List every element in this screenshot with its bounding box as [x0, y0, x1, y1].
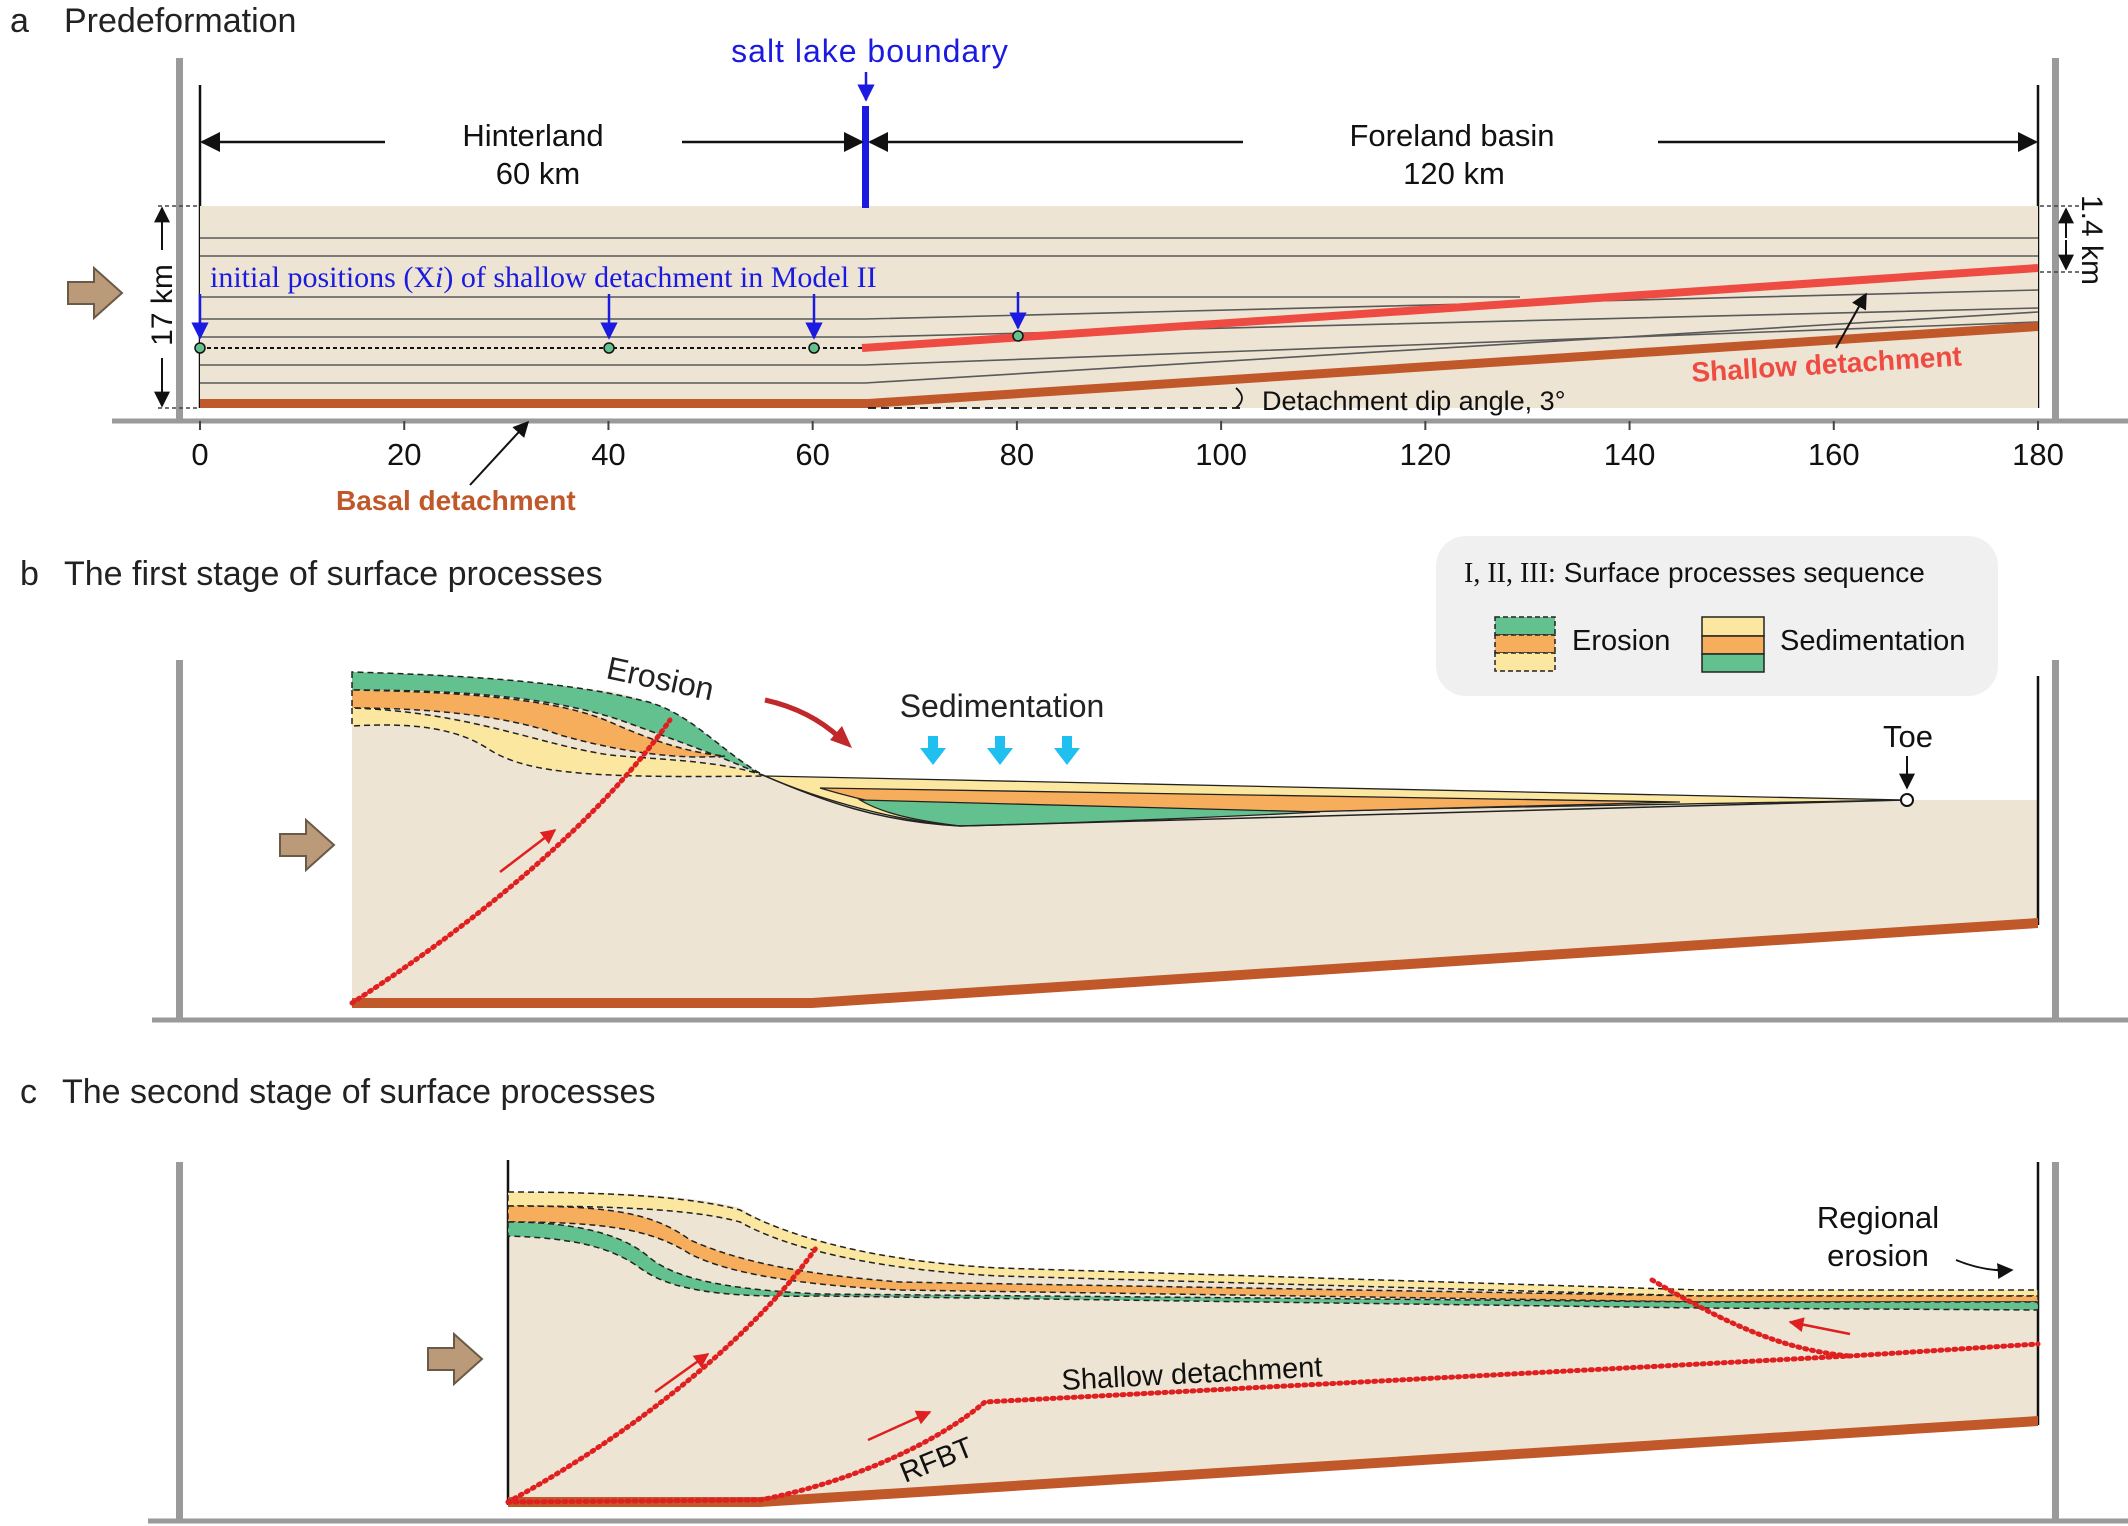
dip-angle-label: Detachment dip angle, 3°	[1262, 386, 1566, 416]
legend: I, II, III: Surface processes sequence Er…	[1436, 536, 1998, 696]
down-arrow-icon	[1054, 736, 1080, 765]
salt-lake-label: salt lake boundary	[731, 33, 1009, 69]
down-arrow-icon	[987, 736, 1013, 765]
regional-erosion-arrow	[1955, 1259, 2014, 1280]
shallow-detachment	[861, 264, 2039, 352]
back-thrust-trace	[1649, 1277, 1853, 1359]
legend-sedimentation-label: Sedimentation	[1780, 625, 1965, 657]
sedimentation-arrows	[920, 736, 1080, 765]
basal-detachment-pointer	[469, 420, 530, 486]
wedge-body	[508, 1192, 2038, 1502]
salt-lake-boundary	[862, 106, 869, 208]
fault-motion-arrow	[499, 829, 557, 873]
panel-a-title: Predeformation	[64, 2, 296, 40]
hinterland-label: Hinterland	[462, 118, 603, 153]
right-wall	[2052, 660, 2059, 1022]
right-wall	[2052, 58, 2059, 423]
right-wall	[2052, 1162, 2059, 1522]
wedge-body	[352, 672, 2038, 1003]
foreland-label: Foreland basin	[1349, 118, 1554, 153]
erosion-arrow	[764, 697, 842, 740]
surface-green-layer	[507, 1221, 2039, 1311]
layer-lines	[200, 237, 2039, 384]
frontal-fault-trace	[505, 1242, 821, 1505]
basal-detachment	[508, 1416, 2038, 1507]
panel-c-letter: c	[20, 1073, 37, 1111]
eroded-yellow-layer	[351, 707, 766, 778]
toe-label: Toe	[1883, 719, 1933, 754]
back-thrust-arrow	[1788, 1317, 1851, 1336]
axis-tick-label: 180	[2012, 437, 2064, 472]
push-arrow-icon	[279, 817, 336, 873]
sediment-base	[764, 775, 1906, 827]
position-markers	[191, 292, 1027, 354]
axis-tick-label: 140	[1604, 437, 1656, 472]
axis-ticks: 0 20 40 60 80 100 120 140 160 180	[191, 421, 2064, 472]
marker-point	[1012, 330, 1024, 342]
axis-tick-label: 160	[1808, 437, 1860, 472]
panel-b: b The first stage of surface processes E…	[20, 555, 2128, 1023]
thickness-left-label: 17 km	[146, 264, 179, 346]
panel-b-title: The first stage of surface processes	[64, 555, 603, 593]
axis-tick-label: 100	[1195, 437, 1247, 472]
marker-point	[194, 342, 206, 354]
hinterland-length: 60 km	[496, 156, 580, 191]
panel-b-letter: b	[20, 555, 39, 593]
model-body	[200, 206, 2038, 408]
marker-point	[603, 342, 615, 354]
basal-detachment-label: Basal detachment	[336, 485, 576, 516]
foreland-length: 120 km	[1403, 156, 1505, 191]
panel-c-title: The second stage of surface processes	[62, 1073, 655, 1111]
push-arrow-icon	[67, 265, 124, 321]
axis-tick-label: 0	[191, 437, 208, 472]
axis-tick-label: 120	[1399, 437, 1451, 472]
regional-erosion-label-1: Regional	[1817, 1200, 1939, 1235]
sedimentation-label: Sedimentation	[900, 688, 1105, 724]
panel-a-letter: a	[10, 2, 29, 40]
axis-tick-label: 20	[387, 437, 421, 472]
dip-angle-arc	[1235, 387, 1243, 409]
legend-title: I, II, III: Surface processes sequence	[1464, 557, 1925, 589]
marker-point	[808, 342, 820, 354]
legend-erosion-label: Erosion	[1572, 625, 1670, 657]
axis-tick-label: 60	[795, 437, 829, 472]
toe-marker	[1900, 793, 1914, 807]
legend-erosion-swatch	[1494, 652, 1556, 672]
push-arrow-icon	[427, 1331, 484, 1387]
shallow-detachment-pointer	[1835, 292, 1867, 349]
basal-detachment	[352, 918, 2038, 1008]
surface-orange-layer	[507, 1205, 2039, 1303]
left-wall	[176, 58, 183, 423]
basal-detachment	[200, 322, 2038, 408]
initial-positions-label: initial positions (Xi) of shallow detach…	[210, 261, 877, 294]
down-arrow-icon	[920, 736, 946, 765]
legend-sedimentation-swatch	[1701, 653, 1765, 673]
rfbt-motion-arrow	[867, 1410, 932, 1442]
fault-motion-arrow	[654, 1352, 710, 1394]
regional-erosion-label-2: erosion	[1827, 1238, 1929, 1273]
thickness-right-label: 1.4 km	[2075, 195, 2108, 285]
left-wall	[176, 1162, 183, 1522]
rfbt-trace	[505, 1341, 2041, 1505]
legend-box	[1436, 536, 1998, 696]
axis-tick-label: 40	[591, 437, 625, 472]
left-wall	[176, 660, 183, 1022]
panel-a: a Predeformation	[10, 2, 2128, 516]
panel-c: c The second stage of surface processes …	[20, 1073, 2128, 1524]
fault-trace	[349, 717, 673, 1006]
axis-tick-label: 80	[1000, 437, 1034, 472]
eroded-orange-layer	[351, 689, 726, 758]
